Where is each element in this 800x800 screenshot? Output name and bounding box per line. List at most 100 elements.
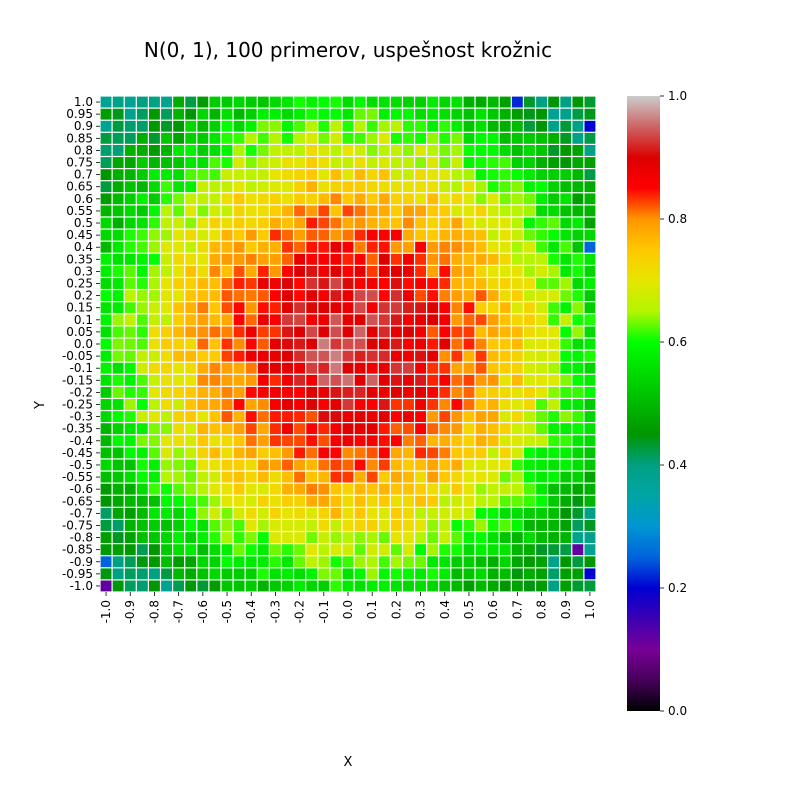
heatmap-cell bbox=[536, 120, 548, 132]
heatmap-cell bbox=[390, 265, 402, 277]
heatmap-cell bbox=[524, 374, 535, 386]
heatmap-cell bbox=[209, 290, 221, 302]
heatmap-cell bbox=[294, 253, 306, 265]
heatmap-cell bbox=[173, 302, 185, 314]
heatmap-cell bbox=[536, 350, 548, 362]
heatmap-cell bbox=[306, 362, 318, 374]
heatmap-cell bbox=[185, 302, 197, 314]
heatmap-cell bbox=[451, 326, 463, 338]
heatmap-cell bbox=[511, 580, 523, 592]
heatmap-cell bbox=[197, 386, 209, 398]
heatmap-cell bbox=[463, 229, 475, 241]
heatmap-cell bbox=[233, 157, 245, 168]
heatmap-cell bbox=[487, 144, 499, 156]
heatmap-cell bbox=[294, 532, 306, 544]
heatmap-cell bbox=[148, 362, 160, 374]
heatmap-cell bbox=[378, 205, 390, 217]
heatmap-cell bbox=[536, 326, 548, 338]
heatmap-cell bbox=[403, 205, 414, 217]
heatmap-cell bbox=[560, 447, 572, 459]
heatmap-cell bbox=[354, 193, 366, 205]
heatmap-cell bbox=[548, 447, 560, 459]
heatmap-cell bbox=[221, 120, 233, 132]
heatmap-cell bbox=[354, 120, 366, 132]
heatmap-cell bbox=[294, 580, 306, 592]
heatmap-cell bbox=[136, 507, 148, 519]
heatmap-cell bbox=[112, 217, 124, 229]
heatmap-cell bbox=[463, 362, 475, 374]
heatmap-cell bbox=[366, 120, 378, 132]
heatmap-cell bbox=[330, 362, 342, 374]
heatmap-cell bbox=[112, 157, 124, 168]
heatmap-cell bbox=[124, 132, 136, 144]
heatmap-cell bbox=[112, 290, 124, 302]
heatmap-cell bbox=[354, 423, 366, 435]
heatmap-cell bbox=[403, 169, 414, 181]
heatmap-cell bbox=[572, 447, 584, 459]
heatmap-cell bbox=[524, 507, 535, 519]
y-tick-label: 0.5 bbox=[74, 216, 93, 230]
heatmap-cell bbox=[148, 459, 160, 471]
heatmap-cell bbox=[306, 374, 318, 386]
heatmap-cell bbox=[378, 120, 390, 132]
heatmap-cell bbox=[427, 108, 439, 120]
heatmap-cell bbox=[161, 386, 172, 398]
heatmap-cell bbox=[584, 338, 596, 350]
heatmap-cell bbox=[354, 314, 366, 326]
heatmap-cell bbox=[511, 120, 523, 132]
heatmap-cell bbox=[112, 229, 124, 241]
heatmap-cell bbox=[100, 265, 112, 277]
heatmap-cell bbox=[306, 181, 318, 193]
heatmap-cell bbox=[451, 532, 463, 544]
heatmap-cell bbox=[136, 483, 148, 495]
heatmap-cell bbox=[572, 108, 584, 120]
heatmap-cell bbox=[209, 580, 221, 592]
heatmap-cell bbox=[560, 507, 572, 519]
heatmap-cell bbox=[306, 278, 318, 289]
heatmap-cell bbox=[318, 459, 330, 471]
heatmap-cell bbox=[560, 423, 572, 435]
heatmap-cell bbox=[306, 241, 318, 253]
heatmap-cell bbox=[124, 253, 136, 265]
heatmap-cell bbox=[366, 181, 378, 193]
heatmap-cell bbox=[209, 447, 221, 459]
heatmap-cell bbox=[245, 568, 257, 580]
heatmap-cell bbox=[354, 108, 366, 120]
heatmap-cell bbox=[185, 314, 197, 326]
heatmap-cell bbox=[415, 435, 427, 447]
heatmap-cell bbox=[390, 302, 402, 314]
heatmap-cell bbox=[306, 326, 318, 338]
heatmap-cell bbox=[282, 435, 293, 447]
heatmap-cell bbox=[451, 459, 463, 471]
heatmap-cell bbox=[233, 205, 245, 217]
heatmap-cell bbox=[499, 132, 511, 144]
heatmap-cell bbox=[536, 217, 548, 229]
heatmap-cell bbox=[524, 459, 535, 471]
heatmap-cell bbox=[366, 144, 378, 156]
heatmap-cell bbox=[269, 471, 281, 483]
heatmap-cell bbox=[366, 399, 378, 410]
heatmap-cell bbox=[463, 205, 475, 217]
heatmap-cell bbox=[524, 350, 535, 362]
heatmap-cell bbox=[197, 144, 209, 156]
heatmap-cell bbox=[100, 144, 112, 156]
heatmap-cell bbox=[318, 302, 330, 314]
y-tick-label: -0.8 bbox=[70, 531, 93, 545]
heatmap-cell bbox=[390, 350, 402, 362]
heatmap-cell bbox=[548, 217, 560, 229]
x-tick-label: 0.6 bbox=[486, 600, 500, 619]
heatmap-cell bbox=[475, 350, 487, 362]
heatmap-cell bbox=[342, 253, 354, 265]
heatmap-cell bbox=[524, 386, 535, 398]
heatmap-cell bbox=[487, 544, 499, 556]
heatmap-cell bbox=[560, 96, 572, 108]
heatmap-cell bbox=[475, 96, 487, 108]
heatmap-cell bbox=[342, 265, 354, 277]
heatmap-cell bbox=[378, 556, 390, 568]
y-tick-label: 0.55 bbox=[66, 204, 93, 218]
heatmap-cell bbox=[499, 362, 511, 374]
heatmap-cell bbox=[487, 386, 499, 398]
heatmap-cell bbox=[269, 520, 281, 531]
heatmap-cell bbox=[330, 144, 342, 156]
x-tick-label: -0.4 bbox=[244, 600, 258, 623]
